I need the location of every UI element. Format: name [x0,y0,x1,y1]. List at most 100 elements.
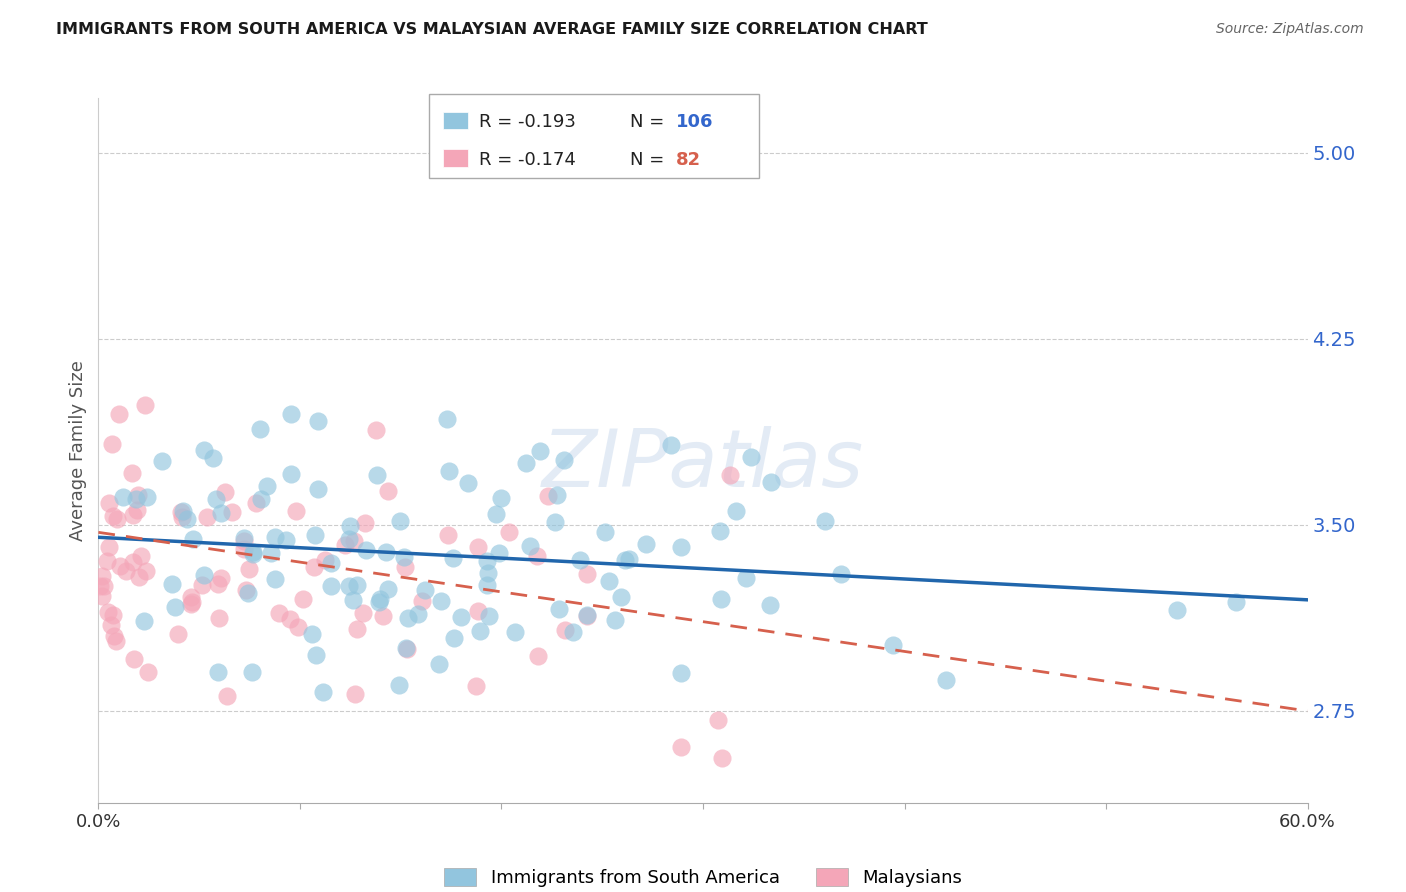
Point [546,488,568,502]
Point [232,541,254,556]
Point [669,739,692,754]
Point [396,641,419,656]
Point [337,532,360,546]
Point [191,578,214,592]
Legend: Immigrants from South America, Malaysians: Immigrants from South America, Malaysian… [436,861,970,892]
Point [242,547,264,561]
Point [392,549,415,564]
Point [287,620,309,634]
Point [718,468,741,483]
Point [593,525,616,540]
Point [103,607,125,622]
Point [236,586,259,600]
Point [377,582,399,597]
Point [575,607,598,622]
Point [167,626,190,640]
Point [242,545,264,559]
Point [544,516,567,530]
Point [429,594,451,608]
Point [242,665,264,679]
Text: N =: N = [630,113,669,131]
Point [610,591,633,605]
Point [292,591,315,606]
Point [180,595,202,609]
Point [882,638,904,652]
Point [488,546,510,560]
Point [740,450,762,465]
Point [128,570,150,584]
Point [735,571,758,585]
Point [706,714,728,728]
Point [232,531,254,545]
Point [617,551,640,566]
Text: N =: N = [630,151,669,169]
Point [176,512,198,526]
Point [396,610,419,624]
Point [312,684,335,698]
Point [427,657,450,671]
Point [343,534,366,549]
Point [354,543,377,558]
Point [135,490,157,504]
Point [108,558,131,573]
Point [209,572,232,586]
Point [457,476,479,491]
Point [526,549,548,563]
Point [366,423,388,437]
Point [441,550,464,565]
Text: IMMIGRANTS FROM SOUTH AMERICA VS MALAYSIAN AVERAGE FAMILY SIZE CORRELATION CHART: IMMIGRANTS FROM SOUTH AMERICA VS MALAYSI… [56,22,928,37]
Point [260,546,283,560]
Point [575,566,598,581]
Point [814,514,837,528]
Point [368,595,391,609]
Point [437,528,460,542]
Point [346,622,368,636]
Point [180,597,202,611]
Point [478,608,501,623]
Point [284,504,307,518]
Point [269,607,291,621]
Point [97,605,120,619]
Point [96,553,118,567]
Point [548,601,571,615]
Point [302,560,325,574]
Point [477,566,499,580]
Point [301,627,323,641]
Point [207,665,229,679]
Point [112,490,135,504]
Point [97,496,120,510]
Text: 82: 82 [676,151,702,169]
Point [352,606,374,620]
Point [276,533,298,547]
Point [208,611,231,625]
Text: R = -0.193: R = -0.193 [479,113,576,131]
Point [249,422,271,436]
Point [659,438,682,452]
Point [413,582,436,597]
Point [127,503,149,517]
Point [515,456,537,470]
Point [830,567,852,582]
Point [603,613,626,627]
Point [669,540,692,554]
Point [553,453,575,467]
Point [467,540,489,554]
Point [725,504,748,518]
Point [366,467,388,482]
Point [134,398,156,412]
Point [256,479,278,493]
Point [337,579,360,593]
Point [181,533,204,547]
Point [669,666,692,681]
Point [107,407,129,421]
Point [163,599,186,614]
Point [468,624,491,639]
Point [529,444,551,458]
Point [214,485,236,500]
Point [207,577,229,591]
Point [100,618,122,632]
Point [263,530,285,544]
Point [114,565,136,579]
Point [437,465,460,479]
Point [613,553,636,567]
